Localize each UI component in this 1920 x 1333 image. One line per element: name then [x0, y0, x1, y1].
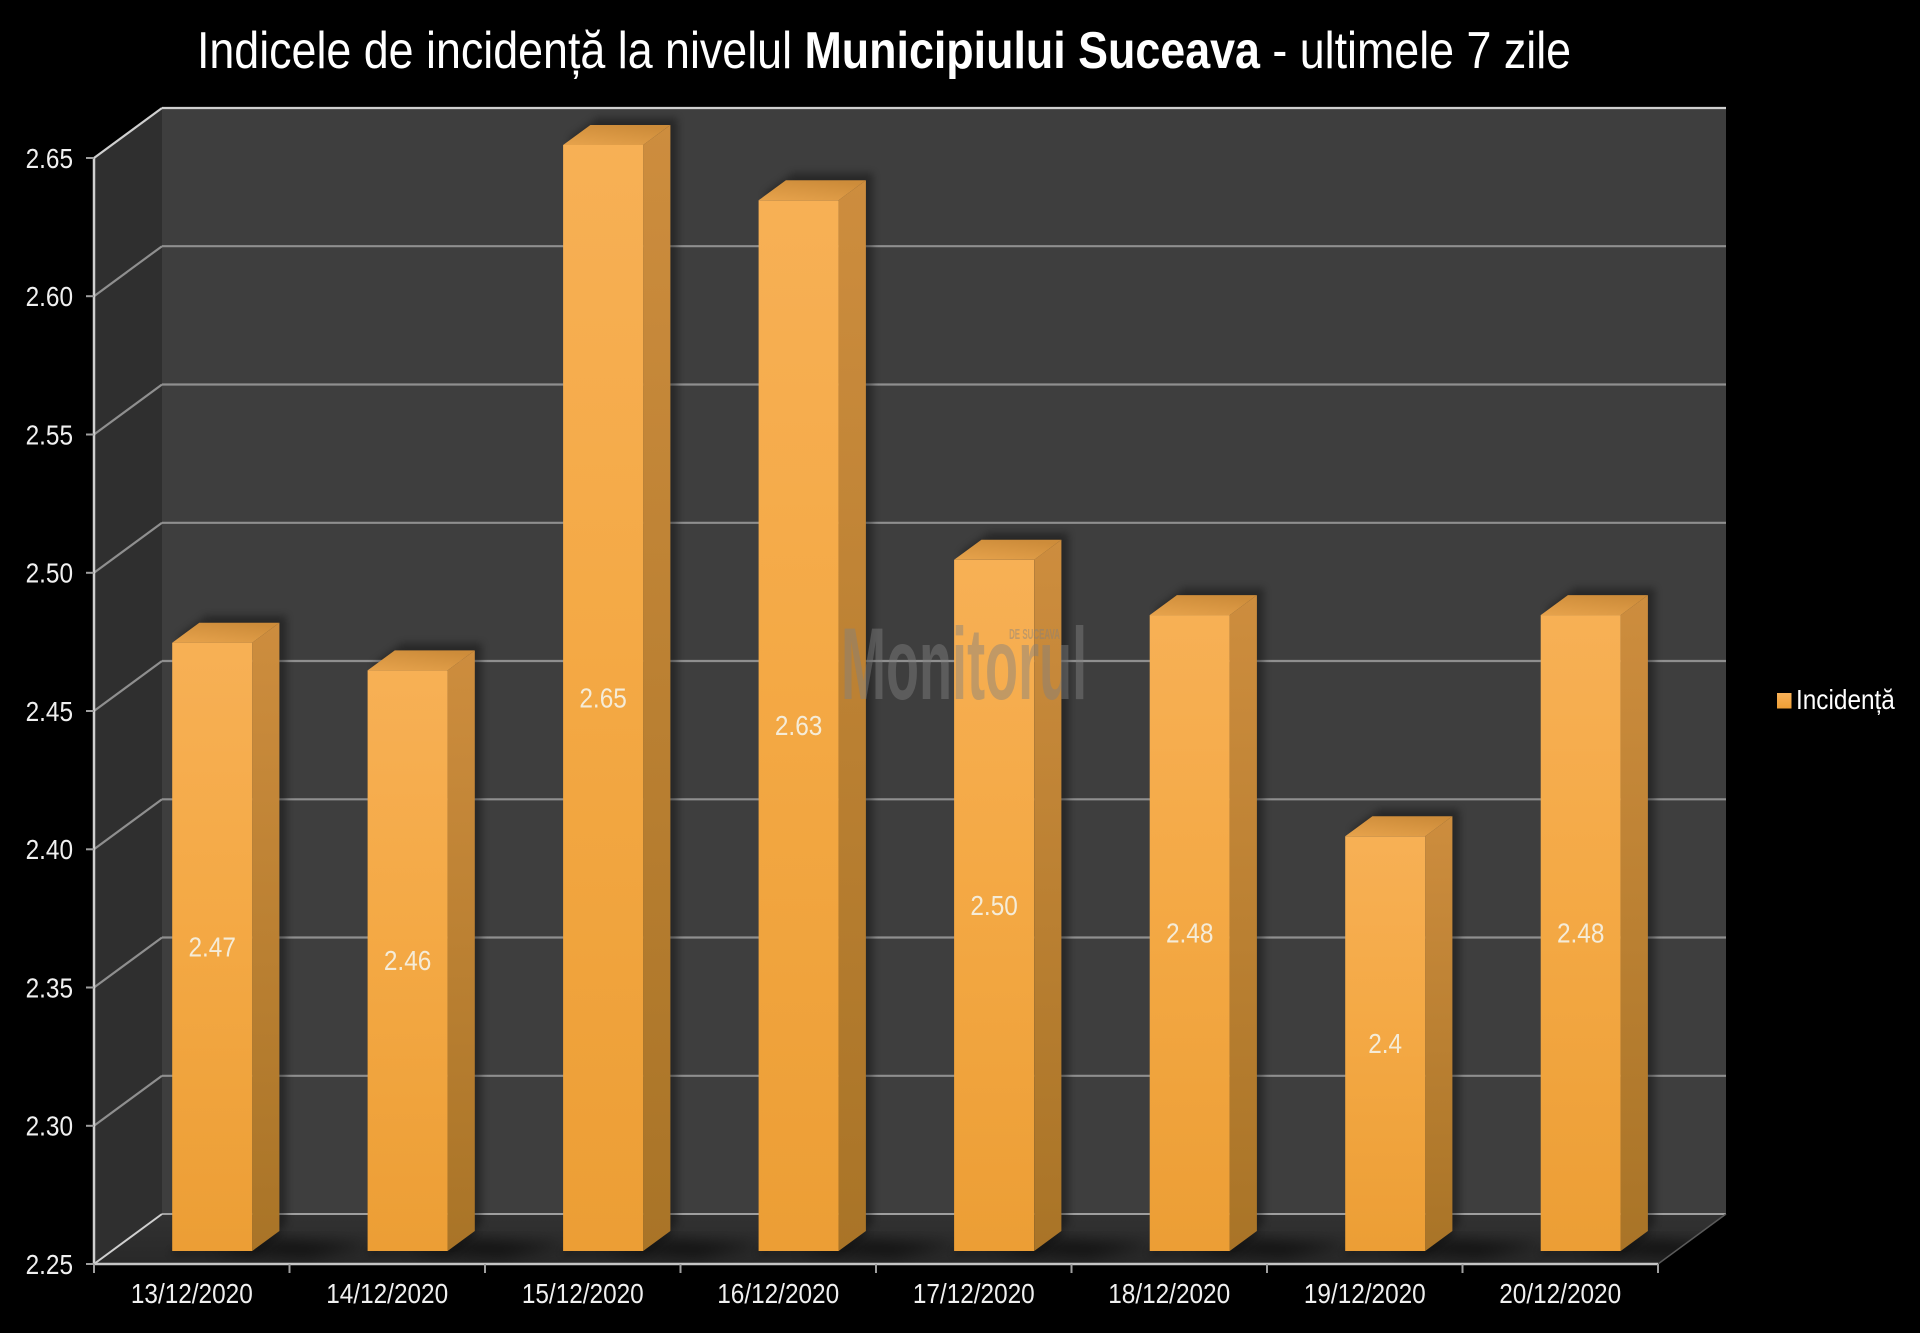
svg-text:2.35: 2.35: [26, 972, 73, 1004]
svg-text:2.25: 2.25: [26, 1248, 73, 1280]
svg-text:2.55: 2.55: [26, 419, 73, 451]
svg-text:2.50: 2.50: [26, 557, 73, 589]
svg-text:2.65: 2.65: [26, 142, 73, 174]
svg-text:2.30: 2.30: [26, 1110, 73, 1142]
svg-text:Indicele de incidență la nivel: Indicele de incidență la nivelul Municip…: [197, 22, 1571, 80]
svg-text:2.40: 2.40: [26, 833, 73, 865]
svg-text:2.63: 2.63: [775, 710, 822, 742]
svg-text:2.60: 2.60: [26, 280, 73, 312]
svg-text:Monitorul: Monitorul: [841, 608, 1087, 722]
svg-text:13/12/2020: 13/12/2020: [131, 1277, 253, 1309]
svg-text:2.46: 2.46: [384, 945, 431, 977]
svg-text:18/12/2020: 18/12/2020: [1108, 1277, 1230, 1309]
svg-text:19/12/2020: 19/12/2020: [1304, 1277, 1426, 1309]
svg-text:15/12/2020: 15/12/2020: [522, 1277, 644, 1309]
svg-text:16/12/2020: 16/12/2020: [717, 1277, 839, 1309]
svg-text:2.4: 2.4: [1368, 1027, 1402, 1059]
svg-text:Incidență: Incidență: [1796, 683, 1895, 715]
svg-text:14/12/2020: 14/12/2020: [326, 1277, 448, 1309]
svg-text:2.48: 2.48: [1557, 917, 1604, 949]
svg-text:2.47: 2.47: [189, 931, 236, 963]
svg-text:2.50: 2.50: [970, 889, 1017, 921]
svg-text:DE SUCEAVA: DE SUCEAVA: [1009, 625, 1060, 642]
svg-text:2.65: 2.65: [579, 682, 626, 714]
svg-text:2.48: 2.48: [1166, 917, 1213, 949]
svg-text:20/12/2020: 20/12/2020: [1499, 1277, 1621, 1309]
svg-text:2.45: 2.45: [26, 695, 73, 727]
svg-text:17/12/2020: 17/12/2020: [913, 1277, 1035, 1309]
